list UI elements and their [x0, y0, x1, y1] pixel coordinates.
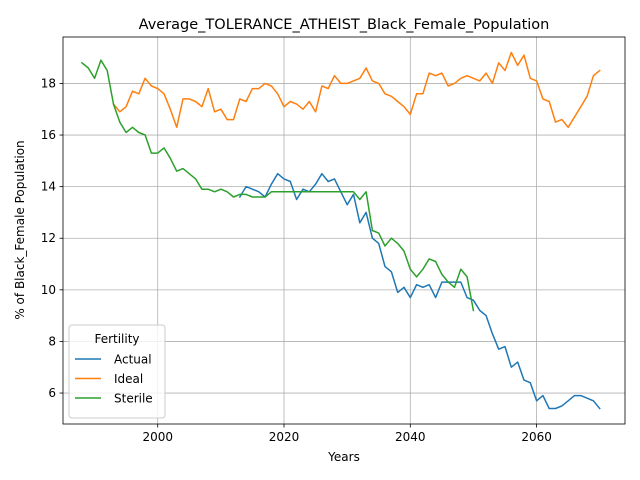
y-tick-label: 6: [48, 386, 56, 400]
legend-label: Ideal: [114, 372, 143, 386]
y-tick-label: 8: [48, 334, 56, 348]
legend-title: Fertility: [94, 332, 139, 346]
plot-frame: [62, 36, 626, 425]
y-axis-title: % of Black_Female Population: [13, 140, 27, 319]
x-axis: 2000 2020 2040 2060: [142, 424, 552, 444]
y-tick-label: 16: [41, 128, 56, 142]
x-tick-label: 2040: [395, 430, 426, 444]
legend: Fertility Actual Ideal Sterile: [68, 324, 166, 419]
y-tick-label: 12: [41, 231, 56, 245]
legend-box: [68, 324, 166, 419]
x-tick-label: 2020: [269, 430, 300, 444]
series-line-ideal: [112, 51, 601, 129]
y-axis: 6 8 10 12 14 16 18: [41, 76, 63, 400]
x-axis-title: Years: [327, 450, 360, 464]
legend-label: Actual: [114, 353, 152, 367]
legend-label: Sterile: [114, 392, 153, 406]
y-tick-label: 14: [41, 180, 56, 194]
chart-title: Average_TOLERANCE_ATHEIST_Black_Female_P…: [139, 17, 550, 33]
x-tick-label: 2060: [521, 430, 552, 444]
legend-items: Actual Ideal Sterile: [75, 353, 153, 406]
series-line-actual: [238, 172, 601, 410]
series-layer: [80, 51, 601, 410]
series-line-sterile: [80, 59, 475, 312]
y-tick-label: 10: [41, 283, 56, 297]
y-tick-label: 18: [41, 76, 56, 90]
x-tick-label: 2000: [142, 430, 173, 444]
